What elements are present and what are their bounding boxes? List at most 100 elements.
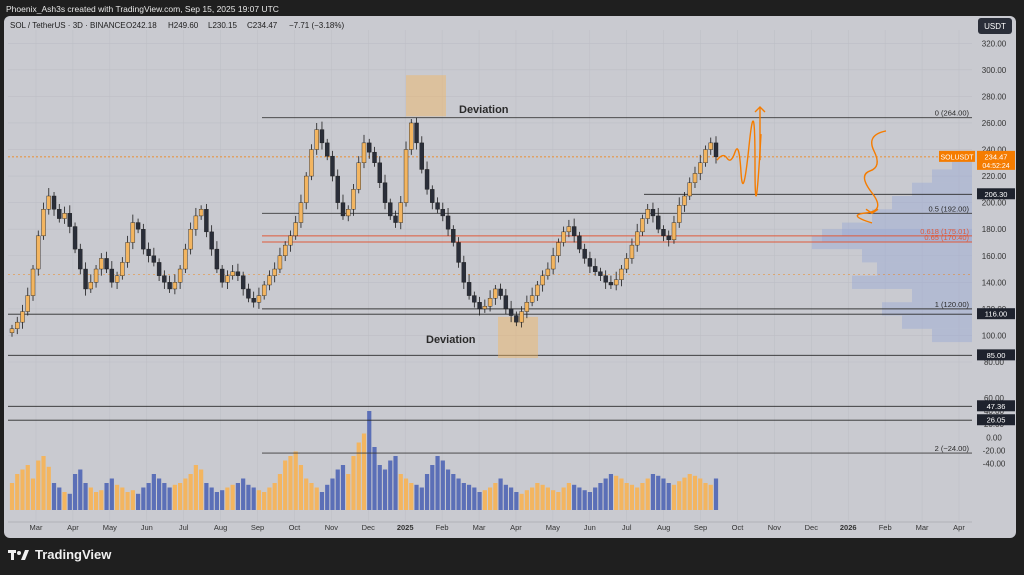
volume-bar (440, 460, 445, 510)
volume-bar (214, 492, 219, 510)
attribution-text: Phoenix_Ash3s created with TradingView.c… (6, 4, 279, 14)
candle-body (561, 231, 566, 243)
volume-profile-bin (812, 235, 972, 250)
chart-panel[interactable]: 0 (264.00) 0.5 (192.00) 0.618 (175.01) 0.65… (4, 16, 1016, 538)
time-tick-label: Oct (732, 523, 745, 532)
time-tick-label: Feb (436, 523, 449, 532)
volume-bar (157, 478, 162, 510)
price-tick-label: 300.00 (982, 66, 1007, 75)
candle-body (214, 248, 220, 270)
candle-body (393, 215, 398, 223)
volume-bar (251, 487, 256, 510)
candle-body (703, 149, 708, 164)
volume-bar (241, 478, 246, 510)
candle-body (398, 202, 403, 223)
candle-body (540, 275, 545, 286)
candle-body (603, 275, 608, 283)
candle-body (130, 222, 136, 243)
volume-bar (377, 465, 382, 510)
candle-body (335, 175, 340, 203)
candle-body (692, 173, 698, 183)
candle-body (9, 328, 15, 333)
level-badge-value: 206.30 (985, 190, 1008, 199)
price-tick-label: 320.00 (982, 39, 1007, 48)
candle-body (151, 255, 157, 263)
volume-bar (466, 484, 472, 510)
candle-body (230, 271, 235, 276)
legend-low: L230.15 (208, 21, 237, 30)
candle-body (288, 235, 293, 246)
currency-button[interactable]: USDT (978, 18, 1012, 34)
candle-body (666, 235, 671, 241)
candle-body (256, 295, 262, 303)
volume-bar (656, 475, 661, 510)
level-badge (977, 414, 1015, 426)
candle-body (162, 275, 167, 283)
volume-bar (109, 478, 114, 510)
volume-bar (72, 474, 78, 510)
candle-body (640, 218, 645, 233)
time-tick-label: Mar (916, 523, 929, 532)
candle-body (650, 209, 656, 217)
candle-body (629, 244, 635, 259)
volume-bar (314, 487, 319, 510)
candle-body (325, 142, 330, 157)
volume-bar (114, 484, 120, 510)
time-tick-label: Nov (325, 523, 339, 532)
candle-body (487, 298, 493, 307)
level-badge-value: 116.00 (985, 310, 1007, 319)
volume-bar (587, 492, 593, 510)
price-chart[interactable]: 0 (264.00) 0.5 (192.00) 0.618 (175.01)0.65… (4, 16, 1016, 538)
volume-bar (209, 487, 214, 510)
volume-bar (482, 490, 487, 510)
volume-bar (293, 451, 298, 510)
volume-bar (535, 483, 540, 510)
volume-bar (713, 478, 719, 510)
candle-body (619, 268, 624, 280)
candle-body (445, 215, 451, 230)
volume-bar (199, 469, 204, 510)
volume-profile-bin (912, 182, 972, 196)
candle-body (503, 295, 509, 310)
volume-bar (419, 487, 424, 510)
volume-bar (398, 474, 403, 510)
volume-profile-bin (877, 262, 972, 276)
candle-body (125, 242, 130, 263)
volume-bar (162, 483, 167, 510)
candle-body (167, 282, 172, 290)
volume-bar (83, 483, 88, 510)
candle-body (508, 308, 514, 316)
volume-bar (503, 484, 508, 510)
candle-body (109, 268, 115, 283)
candle-body (15, 321, 20, 330)
candle-body (582, 248, 587, 259)
candle-body (346, 209, 351, 217)
volume-profile-bin (842, 222, 972, 236)
time-tick-label: Jul (179, 523, 189, 532)
volume-bar (230, 484, 235, 510)
brand-label: TradingView (35, 547, 112, 562)
time-tick-label: May (546, 523, 560, 532)
time-tick-label: Nov (768, 523, 782, 532)
time-tick-label: Feb (879, 523, 892, 532)
volume-profile-bin (902, 315, 972, 329)
candle-body (25, 295, 30, 312)
time-tick-label: 2025 (397, 523, 414, 532)
volume-bar (687, 474, 692, 510)
candle-body (88, 282, 94, 290)
candle-body (351, 189, 356, 210)
candle-body (104, 258, 109, 270)
time-axis[interactable]: Mar Apr May Jun Jul Aug Sep Oct Nov Dec 2025 Feb Mar… (8, 521, 972, 532)
time-tick-label: Jun (584, 523, 596, 532)
candle-body (235, 271, 241, 276)
deviation-label-top: Deviation (459, 104, 509, 116)
candle-body (414, 122, 419, 144)
candle-body (519, 311, 524, 323)
candle-body (451, 228, 456, 243)
legend-open: O242.18 (126, 21, 157, 30)
volume-bar (125, 492, 130, 510)
level-badge (977, 188, 1015, 200)
volume-bar (593, 487, 598, 510)
volume-bar (330, 478, 335, 510)
